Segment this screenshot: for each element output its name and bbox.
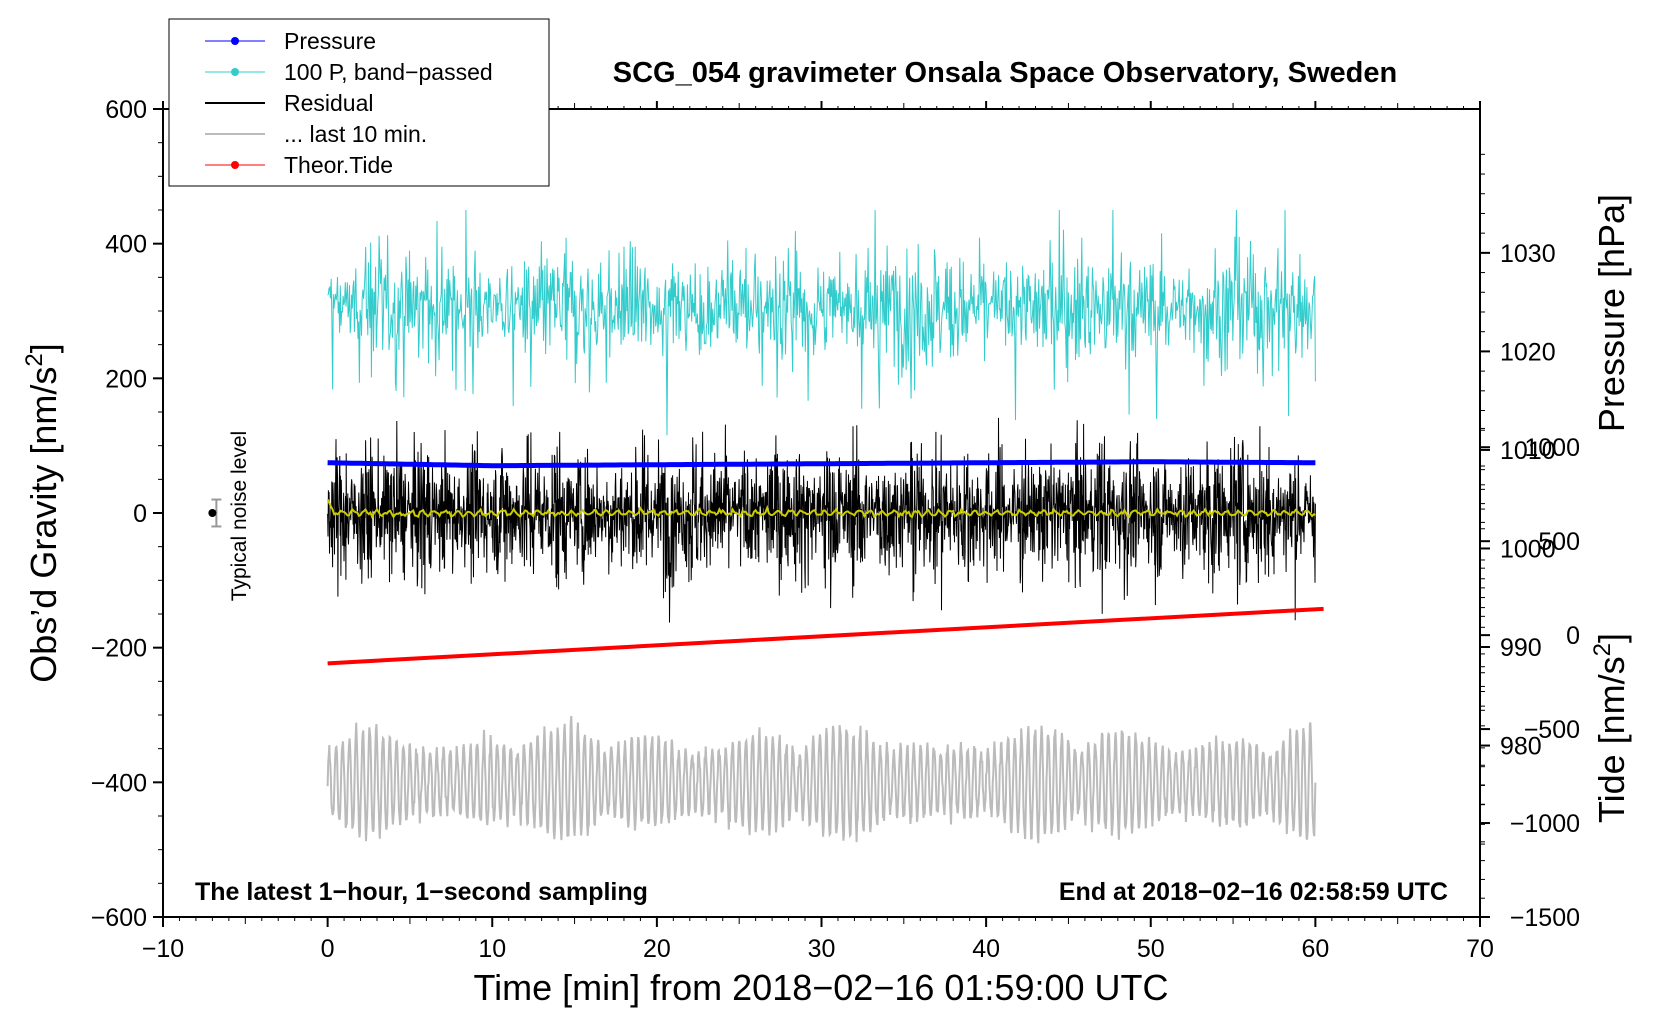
series-residual (327, 417, 1316, 623)
y-tick-label-left: −200 (91, 635, 147, 663)
y-tick-label-left: 600 (105, 96, 147, 124)
legend-label: 100 P, band−passed (284, 59, 493, 85)
noise-level-label: Typical noise level (228, 431, 251, 601)
x-tick-label: 40 (972, 935, 1000, 963)
axis-ticks: −10 0 10 20 30 40 50 60 706004002000−200−400−600… (91, 96, 1580, 963)
plot-content (326, 209, 1324, 844)
noise-level-marker: Typical noise level (208, 431, 251, 601)
legend-label: Pressure (284, 28, 376, 54)
x-tick-label: 50 (1137, 935, 1165, 963)
series-pressure (327, 459, 1316, 469)
legend-marker (231, 68, 239, 76)
pressure-tick-label: 1010 (1500, 437, 1556, 465)
tide-tick-label: 0 (1566, 622, 1580, 650)
legend-label: ... last 10 min. (284, 121, 427, 147)
tide-tick-label: −1500 (1510, 904, 1580, 932)
x-axis-label: Time [min] from 2018−02−16 01:59:00 UTC (473, 967, 1168, 1008)
x-tick-label: 0 (321, 935, 335, 963)
series-last-10-min (326, 715, 1317, 844)
x-tick-label: 60 (1301, 935, 1329, 963)
series-pressure-bandpassed (327, 209, 1316, 436)
legend-marker (231, 37, 239, 45)
tide-tick-label: −500 (1524, 716, 1580, 744)
y-axis-label-pressure: Pressure [hPa] (1591, 194, 1632, 432)
pressure-tick-label: 980 (1500, 733, 1542, 761)
y-tick-label-left: −600 (91, 904, 147, 932)
chart-legend: Pressure 100 P, band−passed Residual ... la… (168, 18, 550, 187)
series-smoothed-residual (326, 499, 1316, 520)
y-axis-label-tide: Tide [nm/s2] (1589, 633, 1632, 823)
legend-label: Theor.Tide (284, 152, 393, 178)
noise-dot (208, 509, 217, 517)
pressure-tick-label: 1020 (1500, 338, 1556, 366)
x-tick-label: 10 (478, 935, 506, 963)
annotation-sampling: The latest 1−hour, 1−second sampling (195, 878, 648, 906)
x-tick-label: 30 (808, 935, 836, 963)
tide-tick-label: 500 (1538, 528, 1580, 556)
x-tick-label: 70 (1466, 935, 1494, 963)
y-tick-label-left: −400 (91, 769, 147, 797)
chart-title: SCG_054 gravimeter Onsala Space Observat… (613, 57, 1397, 89)
tide-tick-label: 1000 (1524, 434, 1580, 462)
y-tick-label-left: 400 (105, 231, 147, 259)
annotation-end-time: End at 2018−02−16 02:58:59 UTC (1059, 878, 1448, 906)
x-tick-label: 20 (643, 935, 671, 963)
y-axis-label-left: Obs’d Gravity [nm/s2] (21, 343, 64, 682)
y-tick-label-left: 200 (105, 365, 147, 393)
pressure-tick-label: 990 (1500, 634, 1542, 662)
x-tick-label: −10 (142, 935, 184, 963)
y-tick-label-left: 0 (133, 500, 147, 528)
tide-tick-label: −1000 (1510, 810, 1580, 838)
legend-label: Residual (284, 90, 374, 116)
pressure-tick-label: 1000 (1500, 535, 1556, 563)
pressure-tick-label: 1030 (1500, 240, 1556, 268)
legend-marker (231, 161, 239, 169)
series-theoretical-tide (327, 606, 1324, 666)
